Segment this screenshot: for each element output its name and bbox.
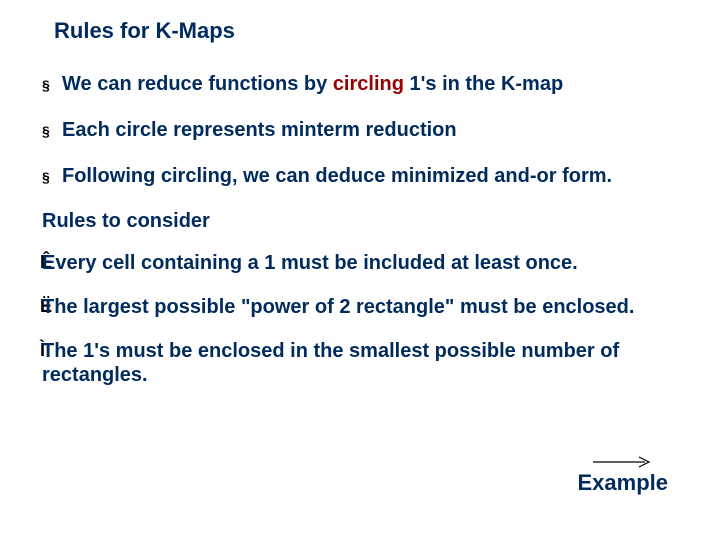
bullet-pre: We can reduce functions by: [62, 73, 333, 95]
bullet-text: We can reduce functions by circling 1's …: [62, 72, 678, 96]
example-arrow-icon: [578, 456, 669, 468]
bullet-item: § Following circling, we can deduce mini…: [42, 164, 678, 190]
example-label: Example: [578, 470, 669, 496]
arrow-item: Ì The 1's must be enclosed in the smalle…: [42, 339, 678, 387]
bullet-text: Following circling, we can deduce minimi…: [62, 164, 678, 188]
arrow-item: Ê Every cell containing a 1 must be incl…: [42, 251, 678, 275]
bullet-post: 1's in the K-map: [404, 73, 563, 95]
bullet-item: § Each circle represents minterm reducti…: [42, 118, 678, 144]
bullet-glyph: §: [42, 72, 62, 98]
bullet-glyph: §: [42, 118, 62, 144]
arrow-text: Every cell containing a 1 must be includ…: [42, 252, 578, 274]
subtitle: Rules to consider: [42, 210, 678, 233]
arrow-text: The largest possible "power of 2 rectang…: [42, 296, 634, 318]
example-block: Example: [578, 456, 669, 496]
bullet-glyph: §: [42, 164, 62, 190]
slide-title: Rules for K-Maps: [54, 18, 678, 44]
bullet-item: § We can reduce functions by circling 1'…: [42, 72, 678, 98]
arrow-text: The 1's must be enclosed in the smallest…: [42, 340, 619, 386]
arrow-item: Ë The largest possible "power of 2 recta…: [42, 295, 678, 319]
bullet-text: Each circle represents minterm reduction: [62, 118, 678, 142]
slide-container: Rules for K-Maps § We can reduce functio…: [0, 0, 720, 540]
highlight-word: circling: [333, 73, 404, 95]
